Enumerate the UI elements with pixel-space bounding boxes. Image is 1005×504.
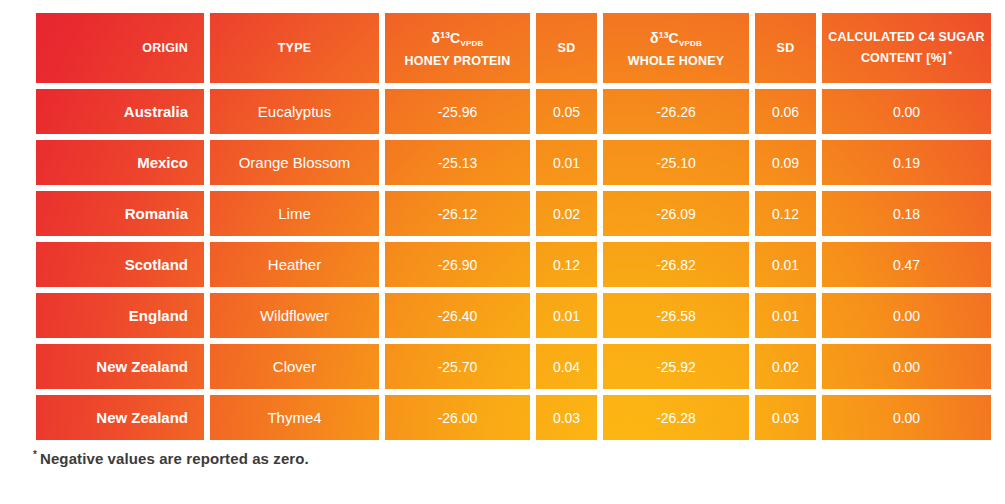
sd-cell: 0.02 [752, 341, 819, 392]
delta-subscript: VPDB [679, 39, 702, 48]
delta-13c-vpdb-label: δ13CVPDB [650, 28, 702, 51]
type-cell: Thyme4 [207, 392, 382, 443]
header-sd-2: SD [752, 10, 819, 86]
honey-data-table: ORIGIN TYPE δ13CVPDB HONEY PROTEIN SD δ1… [33, 10, 994, 443]
type-cell: Eucalyptus [207, 86, 382, 137]
sd-cell: 0.01 [752, 290, 819, 341]
sd-cell: 0.09 [752, 137, 819, 188]
header-sd-1: SD [533, 10, 600, 86]
c4-sugar-cell: 0.00 [819, 392, 994, 443]
header-d13c-honey-protein: δ13CVPDB HONEY PROTEIN [382, 10, 533, 86]
header-d13c-whole-honey: δ13CVPDB WHOLE HONEY [600, 10, 752, 86]
origin-cell: Romania [33, 188, 207, 239]
footnote-asterisk: * [33, 449, 37, 460]
type-cell: Heather [207, 239, 382, 290]
table-grid: ORIGIN TYPE δ13CVPDB HONEY PROTEIN SD δ1… [33, 10, 994, 443]
c4-sugar-cell: 0.18 [819, 188, 994, 239]
d13c-whole-cell: -26.28 [600, 392, 752, 443]
origin-cell: Australia [33, 86, 207, 137]
d13c-protein-cell: -26.90 [382, 239, 533, 290]
d13c-whole-cell: -25.10 [600, 137, 752, 188]
column-subtitle-whole-honey: WHOLE HONEY [628, 54, 725, 68]
d13c-protein-cell: -26.12 [382, 188, 533, 239]
delta-13c-vpdb-label: δ13CVPDB [432, 28, 484, 51]
delta-subscript: VPDB [460, 39, 483, 48]
origin-cell: New Zealand [33, 392, 207, 443]
type-cell: Wildflower [207, 290, 382, 341]
d13c-protein-cell: -25.96 [382, 86, 533, 137]
sd-cell: 0.04 [533, 341, 600, 392]
type-cell: Clover [207, 341, 382, 392]
d13c-protein-cell: -25.70 [382, 341, 533, 392]
sd-cell: 0.01 [752, 239, 819, 290]
sd-cell: 0.02 [533, 188, 600, 239]
delta-symbol: δ [650, 30, 659, 46]
delta-element: C [450, 30, 460, 46]
sd-cell: 0.01 [533, 137, 600, 188]
c4-sugar-cell: 0.19 [819, 137, 994, 188]
origin-cell: England [33, 290, 207, 341]
sd-cell: 0.12 [533, 239, 600, 290]
footnote-marker: * [948, 49, 952, 59]
delta-symbol: δ [432, 30, 441, 46]
header-type: TYPE [207, 10, 382, 86]
table-footnote: *Negative values are reported as zero. [33, 449, 309, 467]
sd-cell: 0.06 [752, 86, 819, 137]
sd-cell: 0.05 [533, 86, 600, 137]
c4-sugar-cell: 0.00 [819, 341, 994, 392]
c4-sugar-cell: 0.47 [819, 239, 994, 290]
column-subtitle-honey-protein: HONEY PROTEIN [405, 54, 511, 68]
c4-sugar-cell: 0.00 [819, 290, 994, 341]
delta-superscript: 13 [659, 30, 669, 40]
origin-cell: New Zealand [33, 341, 207, 392]
sd-cell: 0.12 [752, 188, 819, 239]
d13c-whole-cell: -26.09 [600, 188, 752, 239]
header-c4-sugar-content: CALCULATED C4 SUGAR CONTENT [%]* [819, 10, 994, 86]
delta-superscript: 13 [440, 30, 450, 40]
origin-cell: Scotland [33, 239, 207, 290]
d13c-protein-cell: -26.40 [382, 290, 533, 341]
sd-cell: 0.01 [533, 290, 600, 341]
d13c-whole-cell: -26.82 [600, 239, 752, 290]
d13c-whole-cell: -26.58 [600, 290, 752, 341]
header-origin: ORIGIN [33, 10, 207, 86]
footnote-text: Negative values are reported as zero. [40, 450, 309, 467]
sd-cell: 0.03 [752, 392, 819, 443]
d13c-protein-cell: -26.00 [382, 392, 533, 443]
delta-element: C [669, 30, 679, 46]
sd-cell: 0.03 [533, 392, 600, 443]
type-cell: Lime [207, 188, 382, 239]
d13c-whole-cell: -25.92 [600, 341, 752, 392]
origin-cell: Mexico [33, 137, 207, 188]
c4-sugar-cell: 0.00 [819, 86, 994, 137]
d13c-whole-cell: -26.26 [600, 86, 752, 137]
c4-sugar-label: CALCULATED C4 SUGAR CONTENT [%] [828, 30, 984, 64]
type-cell: Orange Blossom [207, 137, 382, 188]
d13c-protein-cell: -25.13 [382, 137, 533, 188]
